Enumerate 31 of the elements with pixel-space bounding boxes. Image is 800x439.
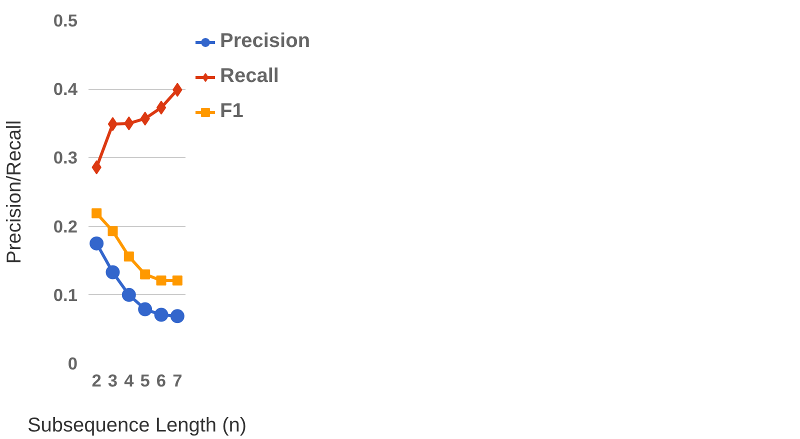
point [156, 275, 166, 286]
x-tick-label: 4 [124, 370, 134, 390]
y-tick-label: 0.2 [53, 216, 78, 236]
legend-label: Recall [220, 65, 279, 88]
point [92, 208, 102, 218]
x-tick-label: 7 [172, 370, 182, 390]
point [170, 309, 184, 324]
point [172, 275, 182, 286]
x-tick-label: 3 [108, 370, 118, 390]
point [140, 269, 150, 280]
point [154, 308, 168, 322]
x-tick-label: 6 [156, 370, 166, 390]
point [108, 226, 118, 236]
y-tick-label: 0.5 [53, 10, 78, 30]
point [122, 288, 136, 302]
point [90, 236, 104, 250]
x-axis-title: Subsequence Length (n) [27, 414, 247, 436]
point [124, 251, 134, 262]
x-tick-label: 5 [140, 370, 150, 390]
point [156, 100, 166, 115]
y-tick-label: 0.3 [53, 148, 78, 168]
point [106, 265, 120, 280]
point [138, 302, 152, 316]
legend-label: F1 [220, 100, 244, 123]
y-axis-title: Precision/Recall [3, 120, 26, 264]
legend-label: Precision [220, 30, 310, 53]
x-tick-label: 2 [92, 370, 102, 390]
y-tick-label: 0 [68, 354, 78, 374]
point [108, 117, 118, 132]
y-tick-label: 0.1 [53, 284, 78, 305]
y-tick-label: 0.4 [53, 79, 78, 100]
